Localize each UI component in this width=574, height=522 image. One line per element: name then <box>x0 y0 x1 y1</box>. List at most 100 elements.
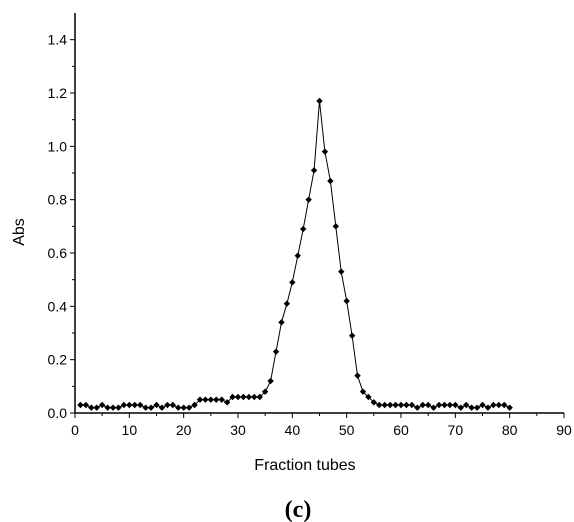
x-tick-label: 70 <box>448 422 464 438</box>
data-point <box>294 252 301 259</box>
data-point <box>153 401 160 409</box>
data-point <box>234 393 242 401</box>
data-point <box>142 404 149 411</box>
x-tick-label: 0 <box>71 422 79 438</box>
y-axis-ticks: 0.0 0.2 0.4 0.6 0.8 1.0 1.2 1.4 <box>48 32 75 421</box>
data-point <box>338 268 345 275</box>
y-tick-label: 1.0 <box>48 138 68 154</box>
data-point <box>180 404 187 411</box>
y-tick-label: 0.6 <box>48 245 68 261</box>
data-point <box>158 404 166 411</box>
y-tick-label: 1.4 <box>48 32 68 48</box>
data-point <box>191 401 198 409</box>
data-point <box>354 372 361 379</box>
data-point <box>408 401 416 409</box>
y-axis-title: Abs <box>11 218 28 246</box>
data-point <box>463 401 470 409</box>
y-tick-label: 0.4 <box>48 298 68 314</box>
data-point <box>457 404 464 411</box>
data-point <box>435 401 443 409</box>
data-point <box>147 404 155 411</box>
data-point <box>278 319 285 326</box>
y-tick-label: 0.0 <box>48 405 68 421</box>
data-point <box>240 393 247 401</box>
data-point <box>196 396 204 403</box>
data-point <box>386 401 394 409</box>
data-point <box>473 404 481 411</box>
data-point <box>88 404 95 411</box>
data-point <box>256 393 263 401</box>
data-point <box>490 401 497 409</box>
data-point <box>376 401 383 409</box>
data-point <box>321 148 329 155</box>
data-point <box>359 388 367 395</box>
data-point <box>327 177 334 185</box>
data-point <box>484 404 492 411</box>
x-tick-label: 40 <box>285 422 301 438</box>
data-point <box>120 401 128 409</box>
data-point <box>441 401 448 409</box>
x-tick-label: 60 <box>393 422 409 438</box>
data-point <box>300 225 307 233</box>
x-tick-label: 20 <box>176 422 192 438</box>
data-point <box>452 401 459 409</box>
data-point <box>109 404 117 411</box>
x-tick-label: 30 <box>230 422 246 438</box>
data-point <box>218 396 225 403</box>
data-point <box>272 348 280 355</box>
data-point <box>468 404 475 411</box>
x-axis-title: Fraction tubes <box>254 457 355 474</box>
data-point <box>381 401 388 409</box>
series-line <box>80 100 510 409</box>
data-point <box>202 396 209 403</box>
data-point <box>98 401 106 409</box>
data-point <box>501 401 508 409</box>
data-points <box>77 97 513 411</box>
y-tick-label: 1.2 <box>48 85 68 101</box>
data-point <box>397 401 405 409</box>
data-point <box>343 297 350 305</box>
figure-caption: (c) <box>285 497 312 522</box>
data-point <box>115 404 122 411</box>
y-tick-label: 0.8 <box>48 192 68 208</box>
data-point <box>419 401 426 409</box>
data-point <box>370 399 378 406</box>
data-point <box>283 300 291 307</box>
data-point <box>93 404 100 411</box>
data-point <box>223 399 231 406</box>
data-point <box>229 393 236 401</box>
data-point <box>185 404 193 411</box>
y-tick-label: 0.2 <box>48 352 68 368</box>
data-point <box>164 401 171 409</box>
data-point <box>175 404 182 411</box>
data-point <box>289 279 296 286</box>
data-point <box>332 223 339 230</box>
x-tick-label: 90 <box>556 422 572 438</box>
data-point <box>414 404 421 411</box>
data-point <box>82 401 90 409</box>
x-axis-ticks: 0 10 20 30 40 50 60 70 80 90 <box>71 413 572 438</box>
data-point <box>365 393 372 401</box>
x-tick-label: 80 <box>502 422 518 438</box>
data-point <box>310 167 318 174</box>
data-point <box>479 401 486 409</box>
data-point <box>126 401 133 409</box>
data-point <box>305 196 312 203</box>
data-point <box>104 404 111 411</box>
data-point <box>506 404 513 411</box>
data-point <box>316 97 323 105</box>
data-point <box>495 401 502 409</box>
data-point <box>213 396 220 403</box>
data-point <box>348 332 356 339</box>
data-point <box>424 401 432 409</box>
data-point <box>169 401 176 409</box>
data-point <box>245 393 253 401</box>
data-point <box>77 401 84 409</box>
data-point <box>261 388 269 395</box>
x-tick-label: 10 <box>122 422 138 438</box>
data-point <box>403 401 410 409</box>
data-point <box>446 401 454 409</box>
data-point <box>392 401 399 409</box>
data-point <box>267 377 274 385</box>
